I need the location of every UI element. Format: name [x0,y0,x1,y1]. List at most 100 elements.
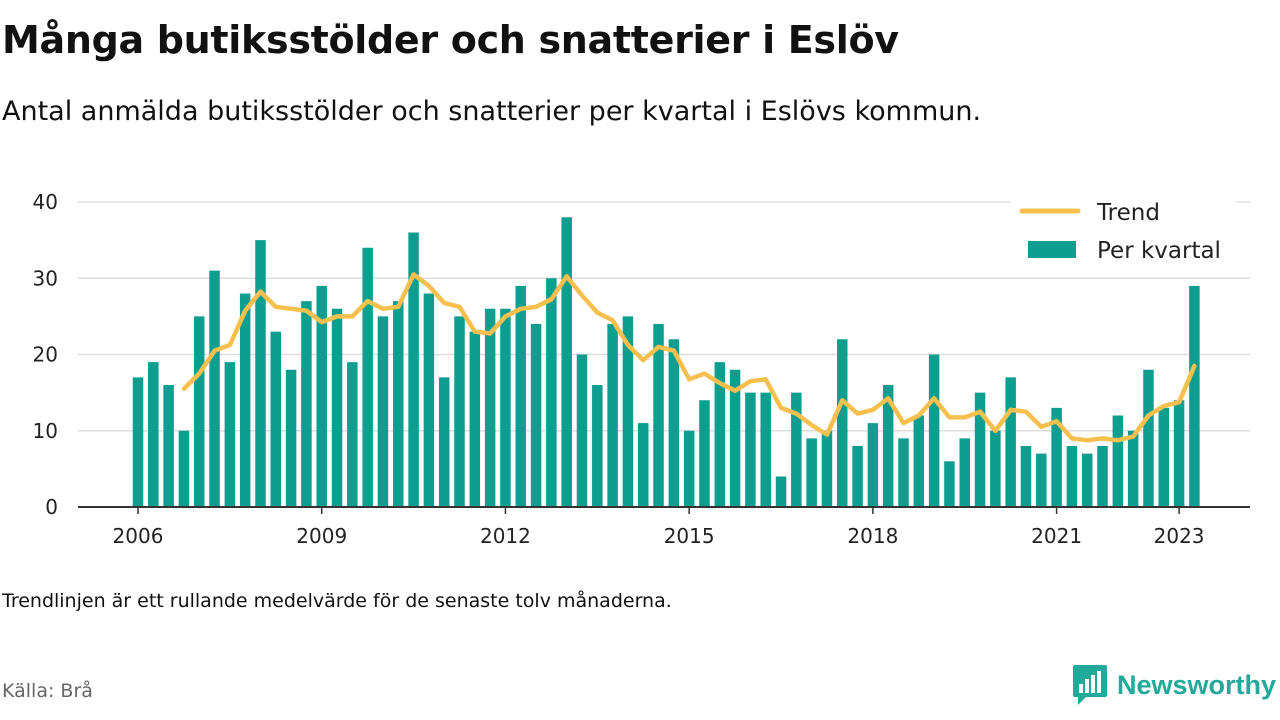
bar-per-kvartal [362,247,373,507]
x-tick-label: 2009 [296,524,347,548]
legend-bar-swatch [1028,241,1076,258]
bar-per-kvartal [1097,446,1108,507]
chart-note: Trendlinjen är ett rullande medelvärde f… [2,590,672,612]
bar-per-kvartal [806,438,817,507]
bar-per-kvartal [653,324,664,507]
bar-per-kvartal [178,430,190,507]
bar-per-kvartal [500,308,511,507]
bar-per-kvartal [928,354,940,507]
bar-per-kvartal [561,217,572,507]
bar-per-kvartal [791,392,802,507]
y-axis-labels: 0 10 20 30 40 [33,190,58,519]
newsworthy-logo: Newsworthy [1072,664,1276,706]
trend-series [181,272,1197,443]
bar-per-kvartal [239,293,251,507]
x-tick-label: 2018 [847,524,898,548]
x-tick-label: 2006 [113,524,164,548]
bar-per-kvartal [837,339,848,507]
bar-per-kvartal [1173,400,1185,507]
x-tick-label: 2021 [1031,524,1082,548]
bar-per-kvartal [1066,446,1078,507]
bar-per-kvartal [209,270,220,507]
bar-per-kvartal [714,362,726,507]
bar-per-kvartal [163,385,174,507]
bar-per-kvartal [990,430,1001,507]
bar-per-kvartal [1051,407,1062,507]
bar-per-kvartal [1189,285,1200,507]
chart-title: Många butiksstölder och snatterier i Esl… [2,18,899,62]
bar-per-kvartal [193,316,205,507]
bar-per-kvartal [316,285,327,507]
bar-per-kvartal [898,438,909,507]
bar-per-kvartal [1158,407,1170,507]
legend-bar-label: Per kvartal [1097,238,1221,264]
bar-per-kvartal [530,324,542,507]
bar-per-kvartal [1143,369,1154,507]
bar-per-kvartal [148,362,159,507]
bar-per-kvartal [484,308,496,507]
x-axis-labels: 2006 2009 2012 2015 2018 2021 2023 [113,524,1205,548]
y-tick-label: 10 [33,419,58,443]
bar-per-kvartal [867,423,879,507]
legend-trend-label: Trend [1096,200,1160,226]
bar-per-kvartal [454,316,465,507]
bar-per-kvartal [637,423,649,507]
bar-per-kvartal [1005,377,1016,507]
bar-per-kvartal [1081,453,1093,507]
legend: Trend Per kvartal [1010,196,1236,272]
bar-per-kvartal [775,476,787,507]
x-tick-label: 2023 [1154,524,1205,548]
bar-per-kvartal [576,354,588,507]
y-tick-label: 30 [33,266,58,290]
bar-per-kvartal [423,293,435,507]
source-label: Källa: Brå [2,680,93,702]
chart-area: 0 10 20 30 40 2006 2009 2012 2015 2018 2021 2023 T… [33,190,1250,548]
bar-per-kvartal [729,369,741,507]
chart-subtitle: Antal anmälda butiksstölder och snatteri… [2,96,982,127]
bar-per-kvartal [1112,415,1124,507]
bar-per-kvartal [132,377,144,507]
bar-per-kvartal [331,308,343,507]
bar-per-kvartal [438,377,450,507]
bar-per-kvartal [607,324,618,507]
bar-per-kvartal [882,385,894,507]
bar-per-kvartal [760,392,771,507]
bar-per-kvartal [745,392,756,507]
bar-per-kvartal [255,240,266,507]
y-tick-label: 40 [33,190,58,214]
x-tick-label: 2015 [664,524,715,548]
bar-per-kvartal [668,339,680,507]
bar-per-kvartal [1020,446,1032,507]
x-tick-label: 2012 [480,524,531,548]
y-tick-label: 20 [33,343,58,367]
y-tick-label: 0 [45,495,58,519]
bar-per-kvartal [1036,453,1047,507]
bar-per-kvartal [408,232,419,507]
bar-per-kvartal [974,392,986,507]
bar-per-kvartal [913,415,925,507]
bar-per-kvartal [683,430,695,507]
bar-per-kvartal [592,385,603,507]
bar-per-kvartal [546,278,557,507]
bar-per-kvartal [301,301,312,507]
bar-per-kvartal [821,430,833,507]
bar-per-kvartal [469,331,481,507]
bar-per-kvartal [852,446,863,507]
bar-per-kvartal [270,331,282,507]
bar-per-kvartal [393,301,404,507]
bar-per-kvartal [224,362,236,507]
newsworthy-logo-icon [1073,665,1107,705]
bar-per-kvartal [699,400,710,507]
bar-per-kvartal [285,369,297,507]
bar-per-kvartal [944,461,955,507]
x-axis [78,506,1250,514]
bars-per-kvartal [132,217,1200,507]
bar-per-kvartal [377,316,389,507]
bar-per-kvartal [1127,430,1139,507]
bar-per-kvartal [347,362,358,507]
bar-per-kvartal [959,438,970,507]
brand-name: Newsworthy [1117,669,1277,700]
trend-line [181,272,1197,443]
bar-per-kvartal [515,285,526,507]
bar-per-kvartal [622,316,634,507]
